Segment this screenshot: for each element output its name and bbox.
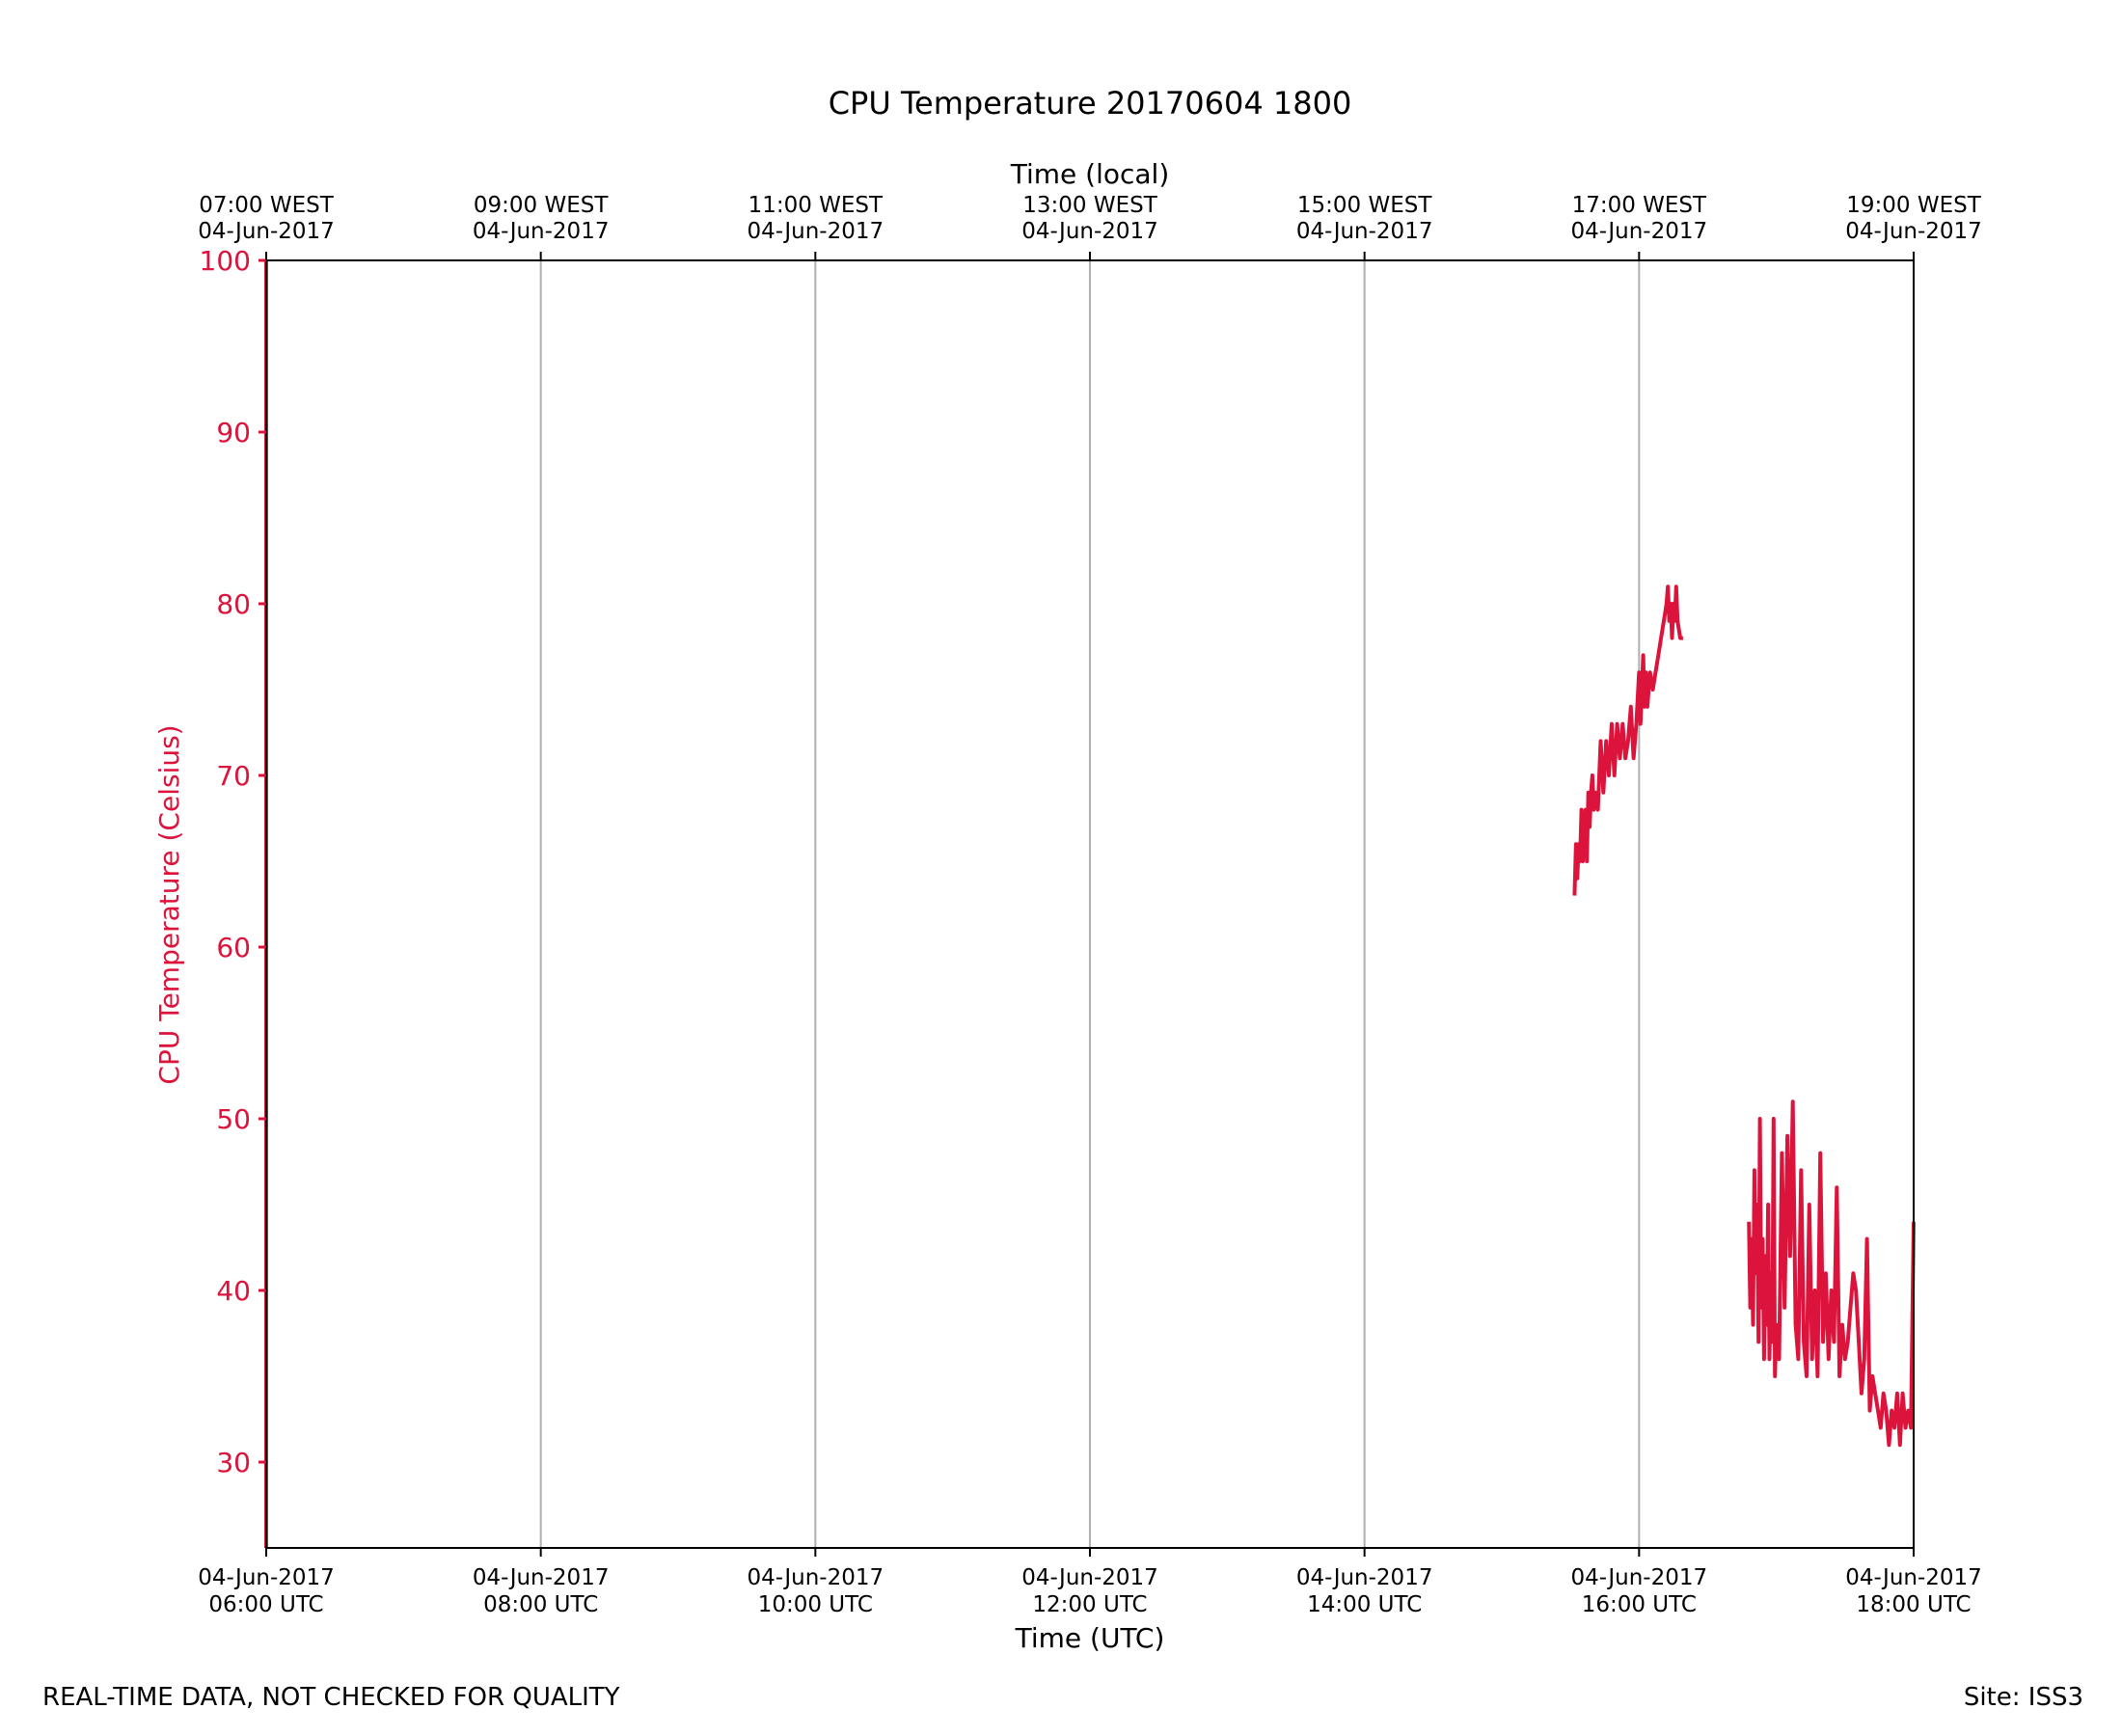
site-label: Site: ISS3 — [1964, 1683, 2083, 1712]
series-line-segment — [1747, 1099, 1916, 1448]
quality-disclaimer: REAL-TIME DATA, NOT CHECKED FOR QUALITY — [42, 1683, 620, 1712]
x-tick-time: 18:00 UTC — [1856, 1592, 1971, 1617]
y-tick-label: 50 — [216, 1103, 251, 1135]
x-tick-date: 04-Jun-2017 — [1845, 1565, 1982, 1590]
top-tick-date: 04-Jun-2017 — [1845, 219, 1982, 244]
y-tick-label: 40 — [216, 1275, 251, 1307]
top-tick-date: 04-Jun-2017 — [748, 219, 884, 244]
top-tick-date: 04-Jun-2017 — [1021, 219, 1158, 244]
x-axis-label: Time (UTC) — [1015, 1622, 1165, 1654]
top-tick-date: 04-Jun-2017 — [1296, 219, 1433, 244]
top-tick-date: 04-Jun-2017 — [473, 219, 610, 244]
x-tick-time: 16:00 UTC — [1582, 1592, 1697, 1617]
series-line-segment — [1572, 584, 1683, 896]
x-tick-date: 04-Jun-2017 — [1571, 1565, 1708, 1590]
y-axis-label: CPU Temperature (Celsius) — [153, 724, 185, 1084]
y-tick-label: 70 — [216, 760, 251, 792]
x-tick-time: 08:00 UTC — [483, 1592, 598, 1617]
top-tick-date: 04-Jun-2017 — [198, 219, 335, 244]
top-axis-label: Time (local) — [1010, 158, 1170, 190]
top-tick-time: 13:00 WEST — [1022, 193, 1157, 218]
vertical-gridlines — [539, 260, 1641, 1548]
x-tick-date: 04-Jun-2017 — [1296, 1565, 1433, 1590]
y-tick-label: 80 — [216, 588, 251, 620]
x-tick-date: 04-Jun-2017 — [473, 1565, 610, 1590]
x-tick-time: 12:00 UTC — [1032, 1592, 1147, 1617]
x-tick-time: 06:00 UTC — [208, 1592, 323, 1617]
top-tick-time: 09:00 WEST — [474, 193, 609, 218]
y-tick-label: 60 — [216, 932, 251, 963]
y-tick-label: 30 — [216, 1447, 251, 1478]
x-tick-time: 14:00 UTC — [1307, 1592, 1422, 1617]
chart-title: CPU Temperature 20170604 1800 — [829, 85, 1352, 122]
top-tick-time: 07:00 WEST — [199, 193, 334, 218]
top-tick-time: 15:00 WEST — [1297, 193, 1432, 218]
y-tick-label: 100 — [200, 245, 251, 277]
x-tick-date: 04-Jun-2017 — [1021, 1565, 1158, 1590]
top-tick-time: 17:00 WEST — [1572, 193, 1707, 218]
y-tick-label: 90 — [216, 417, 251, 448]
x-tick-date: 04-Jun-2017 — [748, 1565, 884, 1590]
y-axis-ticks: 30 40 50 60 70 80 90 100 — [200, 245, 266, 1478]
x-tick-date: 04-Jun-2017 — [198, 1565, 335, 1590]
top-tick-time: 19:00 WEST — [1846, 193, 1981, 218]
top-tick-time: 11:00 WEST — [748, 193, 884, 218]
top-tick-date: 04-Jun-2017 — [1571, 219, 1708, 244]
x-tick-time: 10:00 UTC — [758, 1592, 873, 1617]
